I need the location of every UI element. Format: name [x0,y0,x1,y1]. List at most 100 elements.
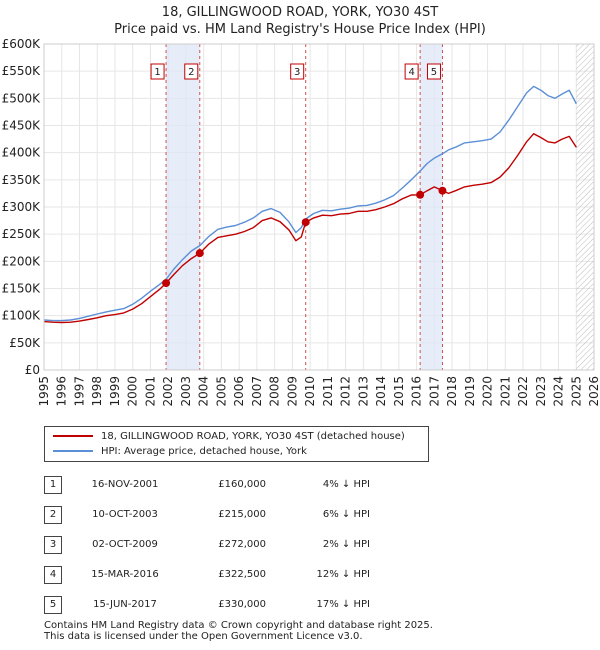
footer: Contains HM Land Registry data © Crown c… [44,620,433,642]
y-tick-label: £600K [2,37,42,51]
x-tick-label: 2018 [445,376,459,407]
y-tick-label: £300K [2,200,42,214]
marker-box [404,63,419,80]
chart-title: 18, GILLINGWOOD ROAD, YORK, YO30 4ST Pri… [0,4,600,38]
x-tick-label: 2002 [161,376,175,407]
footer-copyright: Contains HM Land Registry data © Crown c… [44,620,433,631]
table-row: 2 10-OCT-2003 £215,000 6% ↓ HPI [0,506,600,526]
forecast-hatch [576,44,594,370]
x-tick-label: 2017 [427,376,441,407]
sale-point [162,279,171,288]
x-tick-label: 2019 [463,376,477,407]
y-tick-label: £350K [2,173,42,187]
legend-swatch-hpi [53,450,93,452]
title-line-1: 18, GILLINGWOOD ROAD, YORK, YO30 4ST [161,5,439,20]
y-tick-label: £200K [2,254,42,268]
marker-box-label: 4 [408,67,414,78]
x-tick-label: 2001 [143,376,157,407]
row-hpi-diff: 2% ↓ HPI [322,539,370,550]
row-number-badge: 2 [44,506,62,524]
row-price: £215,000 [218,509,266,520]
row-price: £322,500 [218,569,266,580]
x-tick-label: 2009 [285,376,299,407]
row-date: 02-OCT-2009 [92,539,158,550]
x-tick-label: 1999 [108,376,122,407]
row-hpi-diff: 4% ↓ HPI [322,479,370,490]
row-date: 15-MAR-2016 [91,569,159,580]
x-tick-label: 1996 [55,376,69,407]
marker-box-label: 2 [188,67,194,78]
row-number-badge: 5 [44,596,62,614]
marker-box [150,63,165,80]
y-tick-label: £100K [2,309,42,323]
sale-point [195,249,204,258]
row-number-badge: 4 [44,566,62,584]
title-line-2: Price paid vs. HM Land Registry's House … [114,22,486,37]
highlight-band [420,44,443,370]
row-hpi-diff: 12% ↓ HPI [316,569,370,580]
series-lines [43,85,577,324]
sale-point [301,218,310,227]
x-tick-label: 2025 [569,376,583,407]
y-tick-label: £400K [2,146,42,160]
x-tick-labels: 1995 1996 1997 1998 1999 2000 2001 2002 2003 2004… [37,376,600,407]
x-tick-label: 2022 [516,376,530,407]
row-number-badge: 3 [44,536,62,554]
marker-labels: 1 2 3 4 5 [150,63,441,80]
series-line [43,85,577,322]
marker-box-label: 3 [294,67,300,78]
marker-box [184,63,199,80]
row-date: 16-NOV-2001 [91,479,159,490]
legend-swatch-property [53,435,93,437]
table-row: 1 16-NOV-2001 £160,000 4% ↓ HPI [0,476,600,496]
sale-point [438,186,447,195]
y-tick-labels: £0 £50K £100K £150K £200K £250K £300K £350K £400… [2,37,42,377]
y-tick-label: £450K [2,119,42,133]
x-tick-label: 2004 [197,376,211,407]
legend-item-property: 18, GILLINGWOOD ROAD, YORK, YO30 4ST (de… [53,430,405,444]
y-tick-label: £500K [2,91,42,105]
row-date: 15-JUN-2017 [93,599,157,610]
shaded-bands [166,44,594,370]
y-tick-label: £0 [25,363,40,377]
table-row: 4 15-MAR-2016 £322,500 12% ↓ HPI [0,566,600,586]
price-chart: 1 2 3 4 5 £0 £50K £100K £150K £200K £250K £300K £35… [2,37,600,407]
legend-label-property: 18, GILLINGWOOD ROAD, YORK, YO30 4ST (de… [101,431,405,442]
legend: 18, GILLINGWOOD ROAD, YORK, YO30 4ST (de… [44,426,429,462]
x-tick-label: 2014 [374,376,388,407]
x-tick-label: 2006 [232,376,246,407]
x-tick-label: 2007 [250,376,264,407]
x-tick-label: 1998 [90,376,104,407]
marker-box [426,63,441,80]
legend-label-hpi: HPI: Average price, detached house, York [101,446,307,457]
x-tick-label: 2020 [481,376,495,407]
x-tick-label: 2010 [303,376,317,407]
marker-box-label: 5 [431,67,437,78]
series-line [43,133,577,324]
table-row: 3 02-OCT-2009 £272,000 2% ↓ HPI [0,536,600,556]
marker-box-label: 1 [154,67,160,78]
row-date: 10-OCT-2003 [92,509,158,520]
y-tick-label: £50K [9,336,41,350]
table-row: 5 15-JUN-2017 £330,000 17% ↓ HPI [0,596,600,616]
row-price: £330,000 [218,599,266,610]
row-number-badge: 1 [44,476,62,494]
row-price: £160,000 [218,479,266,490]
legend-item-hpi: HPI: Average price, detached house, York [53,445,307,459]
row-price: £272,000 [218,539,266,550]
axes-layer [43,43,595,371]
x-tick-label: 2013 [356,376,370,407]
x-tick-label: 2024 [552,376,566,407]
sale-points [162,186,447,288]
x-tick-label: 2026 [587,376,600,407]
sale-point [416,190,425,199]
x-tick-label: 2023 [534,376,548,407]
row-hpi-diff: 6% ↓ HPI [322,509,370,520]
x-tick-label: 1997 [72,376,86,407]
y-tick-label: £250K [2,227,42,241]
marker-lines [165,44,443,370]
highlight-band [166,44,200,370]
x-tick-label: 2021 [498,376,512,407]
x-tick-label: 2008 [268,376,282,407]
x-tick-label: 2003 [179,376,193,407]
